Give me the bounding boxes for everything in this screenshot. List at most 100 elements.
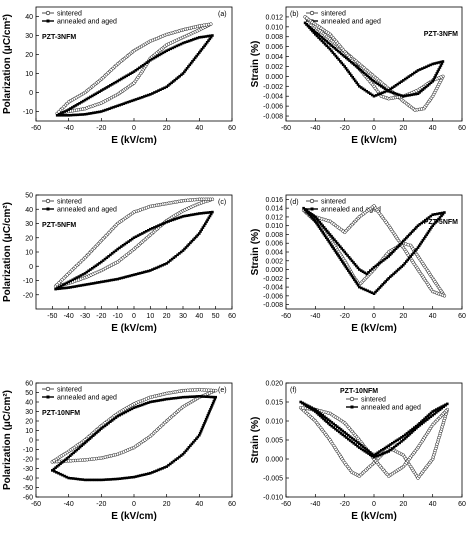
data-point <box>114 416 118 419</box>
data-point <box>61 111 65 114</box>
data-point <box>127 240 130 243</box>
data-point <box>181 41 185 45</box>
data-point <box>314 30 317 34</box>
data-point <box>151 471 154 474</box>
data-point <box>378 261 381 265</box>
x-axis-title: E (kV/cm) <box>111 511 157 522</box>
data-point <box>142 231 146 234</box>
data-point <box>83 272 87 275</box>
data-point <box>380 449 383 452</box>
data-point <box>402 239 405 243</box>
data-point <box>179 454 183 457</box>
data-point <box>442 404 445 408</box>
data-point <box>397 244 401 247</box>
data-point <box>122 102 126 105</box>
data-point <box>183 247 186 251</box>
data-point <box>312 409 315 412</box>
data-point <box>322 232 326 236</box>
y-tick-label: 40 <box>25 207 33 214</box>
x-tick-label: 40 <box>429 501 437 508</box>
data-point <box>317 33 320 36</box>
y-tick-label: -0.008 <box>263 302 283 309</box>
data-point <box>374 264 378 268</box>
data-point <box>174 396 178 400</box>
data-point <box>311 216 314 220</box>
data-point <box>200 427 204 431</box>
data-point <box>344 265 348 269</box>
y-tick-label: 30 <box>25 409 33 416</box>
data-point <box>327 422 330 425</box>
data-point <box>347 70 350 74</box>
data-point <box>406 434 410 437</box>
data-point <box>114 105 117 108</box>
data-point <box>214 395 217 399</box>
sample-label: PZT-5NFM <box>42 222 76 229</box>
data-point <box>109 84 112 87</box>
data-point <box>134 405 138 409</box>
data-point <box>383 446 387 450</box>
data-point <box>134 69 138 72</box>
data-point <box>394 84 398 87</box>
data-point <box>363 88 367 92</box>
data-point <box>391 447 394 450</box>
data-point <box>379 92 382 95</box>
data-point <box>128 476 131 479</box>
data-point <box>202 211 205 215</box>
data-point <box>138 474 142 477</box>
data-point <box>317 219 320 222</box>
y-tick-label: 60 <box>25 381 33 388</box>
y-tick-label: 40 <box>25 14 33 21</box>
data-point <box>67 114 70 117</box>
data-point <box>161 263 164 267</box>
data-point <box>159 52 163 56</box>
legend-entry: annealed and aged <box>57 207 117 214</box>
y-tick-label: 10 <box>25 71 33 78</box>
series-annealed-and-aged <box>55 34 214 117</box>
data-point <box>61 283 65 287</box>
data-point <box>334 240 338 243</box>
data-point <box>205 415 209 419</box>
data-point <box>391 250 395 254</box>
data-point <box>178 455 181 459</box>
y-tick-label: 30 <box>25 33 33 40</box>
x-tick-label: -20 <box>96 501 106 508</box>
y-tick-label: 0 <box>29 438 33 445</box>
data-point <box>118 477 122 480</box>
x-tick-label: 40 <box>195 501 203 508</box>
x-tick-label: 40 <box>429 125 437 132</box>
data-point <box>144 230 148 233</box>
data-point <box>126 409 130 413</box>
data-point <box>81 113 84 116</box>
data-point <box>415 426 418 430</box>
data-point <box>310 213 314 216</box>
data-point <box>116 477 119 481</box>
data-point <box>350 274 354 278</box>
y-tick-label: 0.012 <box>265 214 283 221</box>
data-point <box>305 16 309 20</box>
data-point <box>336 49 340 53</box>
data-point <box>339 60 342 63</box>
data-point <box>380 85 383 88</box>
data-point <box>402 438 405 442</box>
data-point <box>318 227 322 230</box>
data-point <box>95 431 98 435</box>
data-point <box>350 440 354 444</box>
data-point <box>328 423 332 427</box>
data-point <box>124 275 128 279</box>
data-point <box>321 414 324 417</box>
data-point <box>381 283 385 286</box>
data-point <box>198 433 201 437</box>
data-point <box>369 92 372 95</box>
data-point <box>188 395 192 399</box>
data-point <box>204 417 208 421</box>
data-point <box>205 395 208 398</box>
x-tick-label: -60 <box>281 125 291 132</box>
y-tick-label: 0.004 <box>265 54 283 61</box>
data-point <box>172 397 175 400</box>
data-point <box>155 469 158 473</box>
data-point <box>367 271 370 274</box>
data-point <box>317 411 321 414</box>
data-point <box>54 466 57 469</box>
data-point <box>383 281 386 285</box>
data-point <box>159 467 162 471</box>
